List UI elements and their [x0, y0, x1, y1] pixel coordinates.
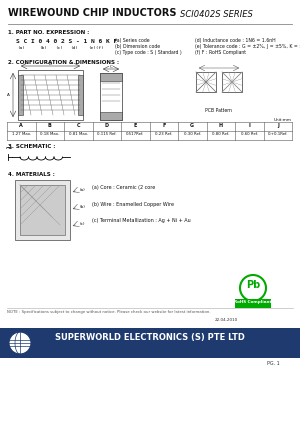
Bar	[100, 73, 122, 81]
Text: G: G	[190, 123, 194, 128]
Text: SCI0402S SERIES: SCI0402S SERIES	[180, 10, 253, 19]
Text: (c): (c)	[55, 46, 63, 50]
Text: (b): (b)	[80, 205, 86, 209]
Text: 0.23 Ref.: 0.23 Ref.	[155, 132, 172, 136]
Text: H: H	[219, 123, 223, 128]
Text: (c) Terminal Metallization : Ag + Ni + Au: (c) Terminal Metallization : Ag + Ni + A…	[92, 218, 191, 223]
Bar	[196, 72, 216, 92]
Text: RoHS Compliant: RoHS Compliant	[234, 300, 272, 304]
Text: J: J	[277, 123, 279, 128]
Text: SUPERWORLD ELECTRONICS (S) PTE LTD: SUPERWORLD ELECTRONICS (S) PTE LTD	[55, 333, 245, 342]
Text: A: A	[7, 93, 9, 97]
Text: B: B	[49, 62, 52, 66]
Text: (d): (d)	[70, 46, 78, 50]
Text: 3. SCHEMATIC :: 3. SCHEMATIC :	[8, 144, 56, 149]
Bar	[18, 70, 83, 120]
Text: B: B	[48, 123, 52, 128]
Text: PG. 1: PG. 1	[267, 361, 280, 366]
Text: (a) Core : Ceramic (2 core: (a) Core : Ceramic (2 core	[92, 185, 155, 190]
Bar	[100, 112, 122, 120]
Text: (a): (a)	[17, 46, 25, 50]
Text: ~: ~	[5, 144, 13, 154]
Bar	[20, 185, 65, 235]
Text: (d) Inductance code : 1N6 = 1.6nH: (d) Inductance code : 1N6 = 1.6nH	[195, 38, 276, 43]
Circle shape	[9, 332, 31, 354]
Text: (c) Type code : S ( Standard ): (c) Type code : S ( Standard )	[115, 50, 182, 55]
Text: 1. PART NO. EXPRESSION :: 1. PART NO. EXPRESSION :	[8, 30, 89, 35]
Text: (e) Tolerance code : G = ±2%, J = ±5%, K = ±10%: (e) Tolerance code : G = ±2%, J = ±5%, K…	[195, 44, 300, 49]
Text: 22.04.2010: 22.04.2010	[215, 318, 238, 322]
Text: (f) F : RoHS Compliant: (f) F : RoHS Compliant	[195, 50, 246, 55]
Text: 0.80 Ref.: 0.80 Ref.	[212, 132, 230, 136]
Text: C: C	[76, 123, 80, 128]
Bar	[0, 328, 300, 358]
Text: S C I 0 4 0 2 S - 1 N 6 K F: S C I 0 4 0 2 S - 1 N 6 K F	[16, 39, 117, 44]
Text: E: E	[134, 123, 137, 128]
Text: 2. CONFIGURATION & DIMENSIONS :: 2. CONFIGURATION & DIMENSIONS :	[8, 60, 119, 65]
Text: (b) Dimension code: (b) Dimension code	[115, 44, 160, 49]
Text: (a) Series code: (a) Series code	[115, 38, 150, 43]
Text: A: A	[20, 123, 23, 128]
Bar	[222, 72, 242, 92]
Bar	[235, 299, 271, 308]
Text: 4. MATERIALS :: 4. MATERIALS :	[8, 172, 55, 177]
Text: 0.60 Ref.: 0.60 Ref.	[241, 132, 258, 136]
Text: C: C	[110, 65, 112, 69]
Text: 0.115 Ref.: 0.115 Ref.	[97, 132, 117, 136]
Bar	[15, 180, 70, 240]
Text: 0.517Ref.: 0.517Ref.	[126, 132, 144, 136]
Text: PCB Pattern: PCB Pattern	[205, 108, 231, 113]
Text: F: F	[162, 123, 165, 128]
Text: WIREWOUND CHIP INDUCTORS: WIREWOUND CHIP INDUCTORS	[8, 8, 176, 18]
Text: 0.+0.1Ref.: 0.+0.1Ref.	[268, 132, 288, 136]
Text: Unit:mm: Unit:mm	[274, 118, 292, 122]
Text: I: I	[248, 123, 250, 128]
Bar	[18, 75, 23, 115]
Text: NOTE : Specifications subject to change without notice. Please check our website: NOTE : Specifications subject to change …	[7, 310, 211, 314]
Text: (a): (a)	[80, 188, 86, 192]
Text: (b): (b)	[39, 46, 47, 50]
Text: 0.81 Max.: 0.81 Max.	[69, 132, 88, 136]
Bar	[78, 75, 83, 115]
Text: 0.18 Max.: 0.18 Max.	[40, 132, 59, 136]
Text: 0.30 Ref.: 0.30 Ref.	[184, 132, 201, 136]
Text: (c): (c)	[80, 222, 86, 226]
Bar	[100, 73, 122, 120]
Text: (e)(f): (e)(f)	[88, 46, 104, 50]
Text: 1.27 Max.: 1.27 Max.	[12, 132, 31, 136]
Text: (b) Wire : Enamelled Copper Wire: (b) Wire : Enamelled Copper Wire	[92, 202, 174, 207]
Text: Pb: Pb	[246, 280, 260, 290]
Text: D: D	[105, 123, 109, 128]
